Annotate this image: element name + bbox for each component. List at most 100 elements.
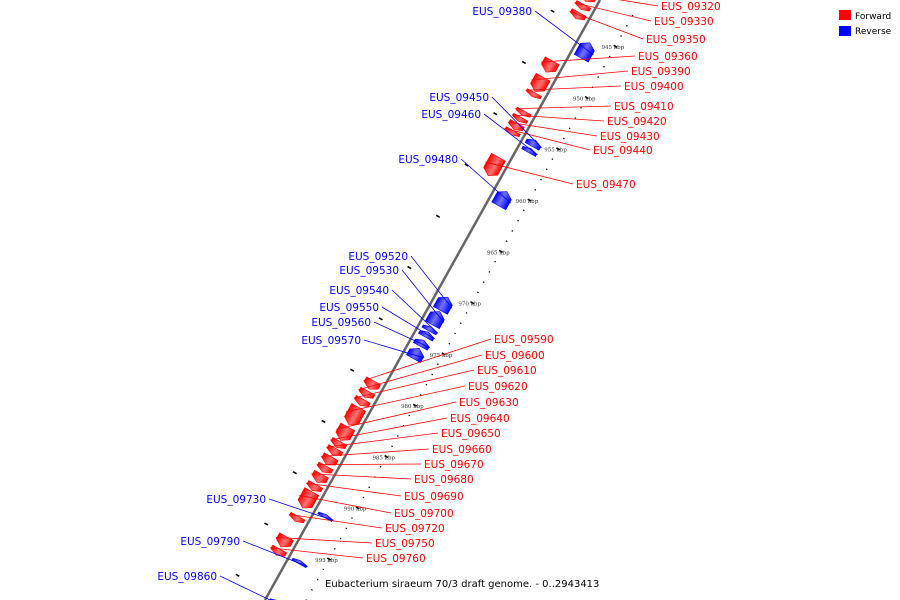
gene-label-eus-09410[interactable]: EUS_09410 [614, 101, 674, 113]
leader-line [299, 495, 392, 514]
gene-label-eus-09550[interactable]: EUS_09550 [319, 302, 379, 314]
minor-tick [534, 188, 537, 191]
gene-label-eus-09860[interactable]: EUS_09860 [157, 571, 217, 583]
tick-label: 975 kbp [430, 353, 453, 359]
right-scale-tick [264, 522, 269, 526]
gene-label-eus-09320[interactable]: EUS_09320 [661, 1, 721, 13]
tick-label: 955 kbp [544, 148, 567, 154]
gene-label-eus-09380[interactable]: EUS_09380 [472, 6, 532, 18]
leader-line [491, 96, 542, 148]
gene-label-eus-09440[interactable]: EUS_09440 [593, 145, 653, 157]
major-tick [470, 301, 475, 305]
gene-label-eus-09760[interactable]: EUS_09760 [366, 553, 426, 565]
minor-tick [517, 219, 519, 222]
gene-arrow-eus-09530[interactable] [424, 311, 445, 330]
gene-arrow-eus-09750[interactable] [275, 532, 294, 548]
genome-caption: Eubacterium siraeum 70/3 draft genome. -… [325, 579, 599, 590]
gene-label-eus-09640[interactable]: EUS_09640 [450, 413, 510, 425]
minor-tick [368, 486, 371, 489]
gene-label-eus-09590[interactable]: EUS_09590 [494, 334, 554, 346]
gene-label-eus-09520[interactable]: EUS_09520 [348, 251, 408, 263]
leader-line [270, 547, 364, 559]
gene-label-eus-09650[interactable]: EUS_09650 [441, 428, 501, 440]
gene-arrow-eus-09620[interactable] [344, 403, 367, 426]
leader-line [541, 55, 636, 63]
minor-tick [574, 117, 577, 119]
leader-line [515, 105, 612, 110]
gene-label-eus-09430[interactable]: EUS_09430 [600, 131, 660, 143]
gene-labels-layer: EUS_09320 EUS_09330 EUS_09350 EUS_09360 EUS_… [157, 1, 720, 583]
minor-tick [459, 322, 462, 325]
gene-arrow-eus-09420[interactable] [512, 112, 529, 124]
minor-tick [620, 35, 623, 37]
minor-tick [436, 363, 439, 366]
gene-label-eus-09610[interactable]: EUS_09610 [477, 365, 537, 377]
gene-arrow-eus-09380[interactable] [573, 42, 595, 63]
right-scale-tick [435, 214, 441, 218]
gene-arrow-eus-09430[interactable] [508, 119, 525, 131]
right-scale-tick [464, 163, 469, 167]
gene-label-eus-09620[interactable]: EUS_09620 [468, 381, 528, 393]
leader-line [511, 114, 605, 122]
gene-label-eus-09660[interactable]: EUS_09660 [432, 444, 492, 456]
minor-tick [351, 517, 353, 519]
gene-label-eus-09420[interactable]: EUS_09420 [607, 116, 667, 128]
gene-label-eus-09460[interactable]: EUS_09460 [421, 109, 481, 121]
gene-label-eus-09570[interactable]: EUS_09570 [301, 335, 361, 347]
right-scale-tick [235, 573, 240, 577]
minor-tick [391, 445, 393, 448]
leader-lines-layer [219, 0, 659, 600]
leader-line [363, 339, 425, 359]
gene-arrow-eus-09360[interactable] [541, 56, 560, 73]
gene-label-eus-09720[interactable]: EUS_09720 [385, 523, 445, 535]
major-tick [498, 249, 504, 254]
major-tick [527, 198, 532, 202]
gene-arrow-eus-09720[interactable] [289, 511, 306, 524]
gene-label-eus-09540[interactable]: EUS_09540 [329, 285, 389, 297]
gene-label-eus-09670[interactable]: EUS_09670 [424, 459, 484, 471]
gene-arrow-eus-09690[interactable] [306, 480, 324, 493]
tick-label: 945 kbp [602, 45, 625, 51]
minor-tick [562, 137, 565, 140]
gene-label-eus-09530[interactable]: EUS_09530 [339, 265, 399, 277]
leader-line [391, 289, 439, 334]
gene-label-eus-09690[interactable]: EUS_09690 [404, 491, 464, 503]
right-scale-tick [378, 317, 383, 321]
gene-arrow-eus-09520[interactable] [433, 296, 453, 315]
gene-arrow-eus-09320[interactable] [580, 0, 596, 3]
leader-line [485, 161, 574, 185]
minor-tick [425, 383, 428, 386]
gene-label-eus-09560[interactable]: EUS_09560 [311, 317, 371, 329]
minor-tick [454, 332, 456, 335]
gene-label-eus-09680[interactable]: EUS_09680 [414, 474, 474, 486]
gene-label-eus-09390[interactable]: EUS_09390 [631, 66, 691, 78]
gene-arrow-eus-09700[interactable] [297, 487, 320, 509]
gene-label-eus-09360[interactable]: EUS_09360 [638, 51, 698, 63]
gene-label-eus-09400[interactable]: EUS_09400 [624, 81, 684, 93]
gene-label-eus-09700[interactable]: EUS_09700 [394, 508, 454, 520]
legend-reverse-swatch [839, 26, 851, 36]
gene-label-eus-09600[interactable]: EUS_09600 [485, 350, 545, 362]
leader-line [618, 0, 659, 7]
gene-label-eus-09470[interactable]: EUS_09470 [576, 179, 636, 191]
legend: Forward Reverse [839, 10, 892, 37]
gene-arrow-eus-09390[interactable] [530, 72, 551, 92]
gene-label-eus-09330[interactable]: EUS_09330 [654, 16, 714, 28]
gene-arrow-eus-09590[interactable] [363, 376, 382, 390]
gene-label-eus-09480[interactable]: EUS_09480 [398, 154, 458, 166]
gene-arrow-eus-09330[interactable] [574, 0, 592, 12]
leader-line [288, 513, 383, 529]
gene-label-eus-09350[interactable]: EUS_09350 [646, 34, 706, 46]
major-tick [355, 506, 360, 510]
gene-label-eus-09750[interactable]: EUS_09750 [375, 538, 435, 550]
gene-label-eus-09790[interactable]: EUS_09790 [180, 536, 240, 548]
minor-tick [597, 76, 600, 78]
gene-arrow-eus-09480[interactable] [491, 191, 512, 211]
legend-forward-swatch [839, 10, 851, 20]
gene-label-eus-09450[interactable]: EUS_09450 [429, 92, 489, 104]
gene-label-eus-09630[interactable]: EUS_09630 [459, 397, 519, 409]
major-tick [326, 557, 332, 561]
gene-label-eus-09730[interactable]: EUS_09730 [206, 494, 266, 506]
minor-tick [580, 106, 582, 109]
gene-arrow-eus-09680[interactable] [311, 469, 329, 483]
